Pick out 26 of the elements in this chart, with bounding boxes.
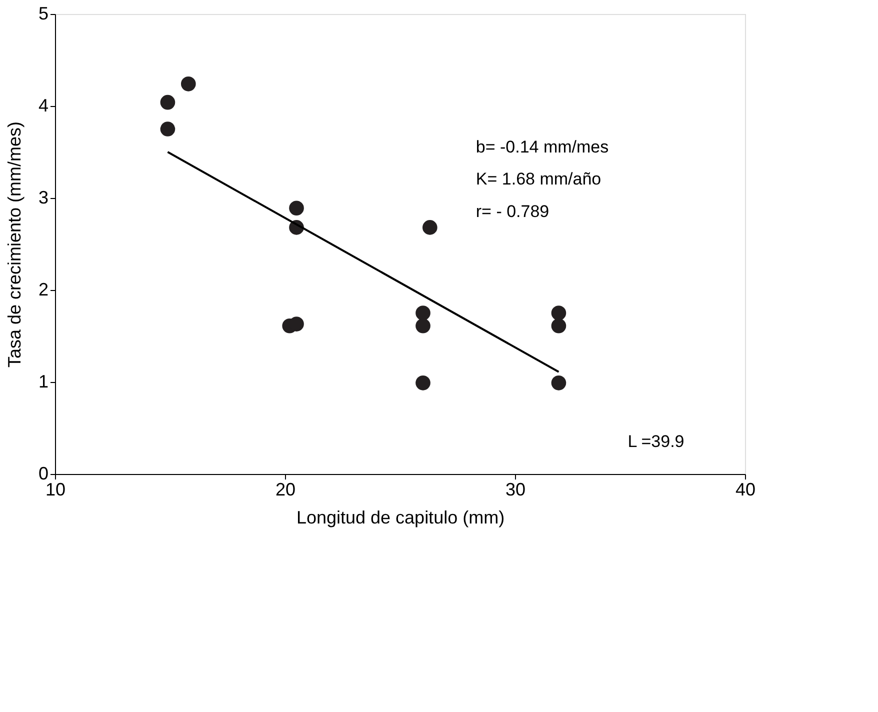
annotation: K= 1.68 mm/año [476,170,602,189]
x-tick-label: 40 [735,480,756,500]
point [416,318,430,334]
point [422,220,438,235]
point [160,94,176,110]
y-tick-label: 2 [38,280,48,300]
annotation: L =39.9 [628,432,684,451]
y-tick-label: 3 [38,188,48,208]
y-tick-label: 1 [38,372,48,392]
annotation: b= -0.14 mm/mes [476,137,609,156]
y-tick-label: 5 [38,4,48,24]
x-tick-label: 20 [275,480,296,500]
point [180,76,196,92]
point [551,318,566,334]
point [551,306,566,320]
point [289,200,304,216]
x-axis-title: Longitud de capitulo (mm) [296,508,505,528]
point [416,376,430,390]
point [289,316,304,332]
point [416,306,430,320]
y-tick-label: 4 [38,96,48,116]
x-tick-label: 30 [505,480,526,500]
annotation: r= - 0.789 [476,202,550,221]
point [551,376,566,390]
point [160,122,176,136]
y-axis-title: Tasa de crecimiento (mm/mes) [4,121,24,368]
